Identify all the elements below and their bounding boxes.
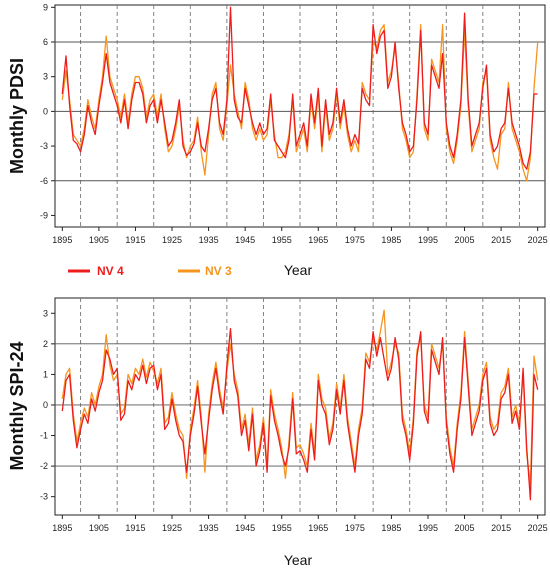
pdsi-x-tick-label: 1965 xyxy=(308,235,328,245)
spi-series-nv4 xyxy=(61,327,539,501)
spi-x-tick-label: 1945 xyxy=(235,523,255,533)
pdsi-x-tick-label: 1955 xyxy=(272,235,292,245)
spi-y-tick-label: -3 xyxy=(40,492,48,502)
spi-x-tick-label: 1905 xyxy=(89,523,109,533)
spi-y-tick-label: 0 xyxy=(43,400,48,410)
pdsi-y-tick-label: -9 xyxy=(40,210,48,220)
spi-x-tick-label: 1895 xyxy=(52,523,72,533)
spi-x-tick-label: 2005 xyxy=(455,523,475,533)
pdsi-x-tick-label: 2015 xyxy=(491,235,511,245)
spi-decade-lines xyxy=(80,298,520,515)
pdsi-x-tick-label: 1925 xyxy=(162,235,182,245)
pdsi-y-tick-label: 0 xyxy=(43,106,48,116)
pdsi-x-tick-label: 1915 xyxy=(125,235,145,245)
pdsi-series-group xyxy=(61,6,539,182)
spi-series-group xyxy=(61,309,539,501)
pdsi-x-tick-label: 1945 xyxy=(235,235,255,245)
spi-x-tick-label: 1975 xyxy=(345,523,365,533)
spi-x-tick-label: 1985 xyxy=(381,523,401,533)
spi-y-tick-label: -2 xyxy=(40,461,48,471)
spi-y-axis-label: Monthly SPI-24 xyxy=(7,341,27,470)
spi-y-axis: 3 2 1 0 -1 -2 -3 xyxy=(40,308,55,502)
pdsi-y-tick-label: 6 xyxy=(43,37,48,47)
spi-x-tick-label: 1995 xyxy=(418,523,438,533)
spi-y-tick-label: 3 xyxy=(43,308,48,318)
pdsi-x-tick-label: 2025 xyxy=(528,235,548,245)
spi-series-nv3 xyxy=(61,309,539,486)
pdsi-x-tick-label: 1985 xyxy=(381,235,401,245)
spi-x-tick-label: 1935 xyxy=(199,523,219,533)
spi-x-tick-label: 2025 xyxy=(528,523,548,533)
spi-y-tick-label: 1 xyxy=(43,369,48,379)
pdsi-x-tick-label: 1905 xyxy=(89,235,109,245)
pdsi-y-tick-label: 9 xyxy=(43,2,48,12)
spi-y-tick-label: -1 xyxy=(40,431,48,441)
legend: NV 4 NV 3 xyxy=(68,264,232,278)
legend-nv4-label: NV 4 xyxy=(97,264,124,278)
legend-nv3-label: NV 3 xyxy=(205,264,232,278)
pdsi-x-tick-label: 1895 xyxy=(52,235,72,245)
spi-x-axis: 1895 1905 1915 1925 1935 1945 1955 1965 1975 1985… xyxy=(52,515,548,533)
spi-x-tick-label: 1965 xyxy=(308,523,328,533)
spi-x-tick-label: 1925 xyxy=(162,523,182,533)
pdsi-y-tick-label: 3 xyxy=(43,72,48,82)
pdsi-x-axis: 1895 1905 1915 1925 1935 1945 1955 1965 1975 1985… xyxy=(52,227,548,245)
pdsi-y-axis-label: Monthly PDSI xyxy=(7,58,27,174)
pdsi-x-tick-label: 1975 xyxy=(345,235,365,245)
pdsi-x-tick-label: 1995 xyxy=(418,235,438,245)
spi-y-tick-label: 2 xyxy=(43,339,48,349)
pdsi-x-axis-label: Year xyxy=(284,262,313,278)
pdsi-y-tick-label: -3 xyxy=(40,141,48,151)
spi-x-tick-label: 2015 xyxy=(491,523,511,533)
pdsi-x-tick-label: 2005 xyxy=(455,235,475,245)
pdsi-x-tick-label: 1935 xyxy=(199,235,219,245)
pdsi-y-tick-label: -6 xyxy=(40,176,48,186)
spi-x-axis-label: Year xyxy=(284,552,313,568)
spi-x-tick-label: 1955 xyxy=(272,523,292,533)
pdsi-y-axis: 9 6 3 0 -3 -6 -9 xyxy=(40,2,55,220)
pdsi-series-nv4 xyxy=(61,6,538,170)
spi-x-tick-label: 1915 xyxy=(125,523,145,533)
